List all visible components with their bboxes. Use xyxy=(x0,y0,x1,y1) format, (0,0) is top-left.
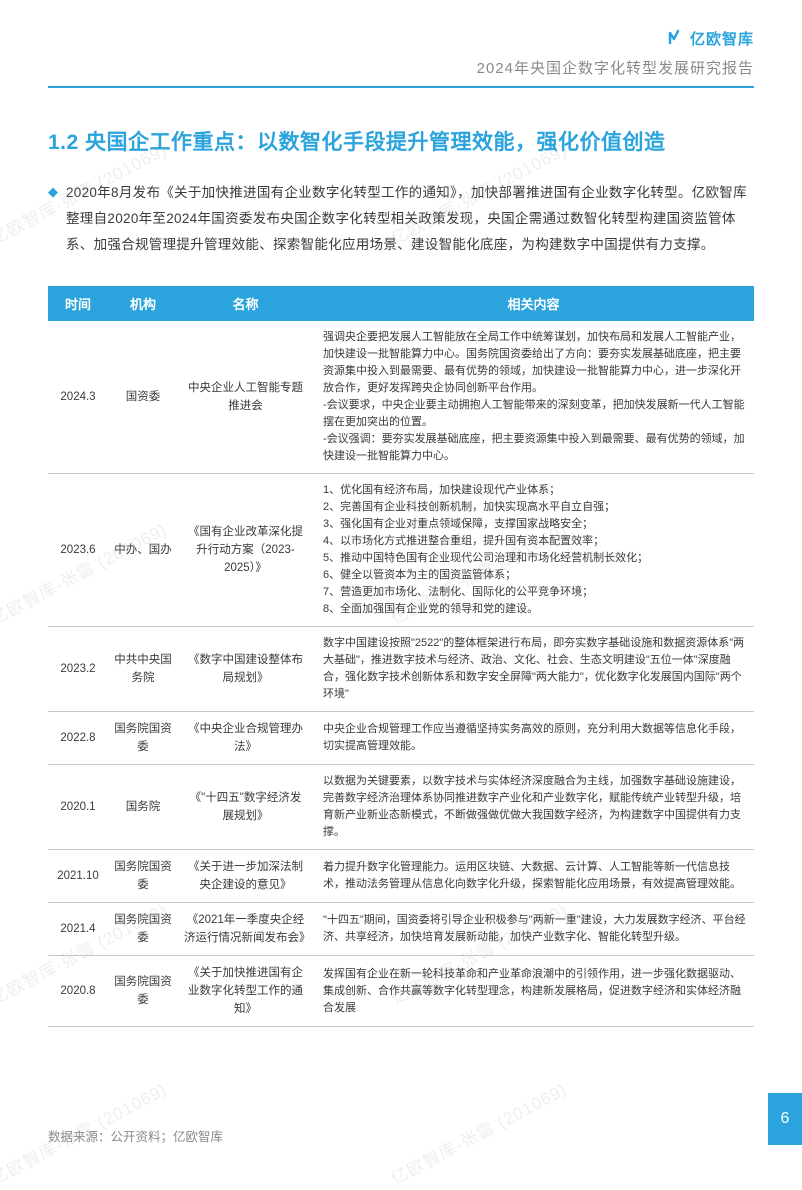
col-name: 名称 xyxy=(178,286,313,321)
cell-org: 中办、国办 xyxy=(108,474,178,627)
header: 亿欧智库 xyxy=(48,28,754,49)
cell-content: 1、优化国有经济布局，加快建设现代产业体系；2、完善国有企业科技创新机制，加快实… xyxy=(313,474,754,627)
cell-time: 2020.8 xyxy=(48,956,108,1027)
cell-org: 中共中央国务院 xyxy=(108,627,178,712)
col-content: 相关内容 xyxy=(313,286,754,321)
cell-org: 国务院 xyxy=(108,765,178,850)
page-number: 6 xyxy=(768,1093,802,1145)
cell-content: 中央企业合规管理工作应当遵循坚持实务高效的原则，充分利用大数据等信息化手段，切实… xyxy=(313,712,754,765)
table-row: 2021.4国务院国资委《2021年一季度央企经济运行情况新闻发布会》"十四五"… xyxy=(48,903,754,956)
intro-bullet: ◆ 2020年8月发布《关于加快推进国有企业数字化转型工作的通知》，加快部署推进… xyxy=(48,180,754,258)
report-subtitle: 2024年央国企数字化转型发展研究报告 xyxy=(48,57,754,78)
source-text: 数据来源：公开资料；亿欧智库 xyxy=(48,1126,223,1145)
header-divider xyxy=(48,86,754,88)
col-time: 时间 xyxy=(48,286,108,321)
brand-logo-icon xyxy=(664,29,684,49)
cell-name: 《关于进一步加深法制央企建设的意见》 xyxy=(178,850,313,903)
section-title: 1.2 央国企工作重点：以数智化手段提升管理效能，强化价值创造 xyxy=(48,126,754,156)
cell-time: 2021.4 xyxy=(48,903,108,956)
cell-time: 2021.10 xyxy=(48,850,108,903)
cell-org: 国务院国资委 xyxy=(108,850,178,903)
cell-name: 《中央企业合规管理办法》 xyxy=(178,712,313,765)
table-row: 2023.2中共中央国务院《数字中国建设整体布局规划》数字中国建设按照"2522… xyxy=(48,627,754,712)
policy-table: 时间 机构 名称 相关内容 2024.3国资委中央企业人工智能专题推进会强调央企… xyxy=(48,286,754,1027)
cell-time: 2023.2 xyxy=(48,627,108,712)
col-org: 机构 xyxy=(108,286,178,321)
cell-time: 2020.1 xyxy=(48,765,108,850)
table-row: 2022.8国务院国资委《中央企业合规管理办法》中央企业合规管理工作应当遵循坚持… xyxy=(48,712,754,765)
cell-name: 《"十四五"数字经济发展规划》 xyxy=(178,765,313,850)
table-row: 2020.1国务院《"十四五"数字经济发展规划》以数据为关键要素，以数字技术与实… xyxy=(48,765,754,850)
intro-text: 2020年8月发布《关于加快推进国有企业数字化转型工作的通知》，加快部署推进国有… xyxy=(66,180,754,258)
cell-content: 着力提升数字化管理能力。运用区块链、大数据、云计算、人工智能等新一代信息技术，推… xyxy=(313,850,754,903)
table-row: 2021.10国务院国资委《关于进一步加深法制央企建设的意见》着力提升数字化管理… xyxy=(48,850,754,903)
cell-time: 2022.8 xyxy=(48,712,108,765)
cell-content: 强调央企要把发展人工智能放在全局工作中统筹谋划，加快布局和发展人工智能产业，加快… xyxy=(313,321,754,474)
cell-content: 发挥国有企业在新一轮科技革命和产业革命浪潮中的引领作用，进一步强化数据驱动、集成… xyxy=(313,956,754,1027)
cell-name: 《2021年一季度央企经济运行情况新闻发布会》 xyxy=(178,903,313,956)
cell-content: 以数据为关键要素，以数字技术与实体经济深度融合为主线，加强数字基础设施建设，完善… xyxy=(313,765,754,850)
cell-name: 《关于加快推进国有企业数字化转型工作的通知》 xyxy=(178,956,313,1027)
cell-org: 国务院国资委 xyxy=(108,712,178,765)
table-row: 2023.6中办、国办《国有企业改革深化提升行动方案（2023-2025）》1、… xyxy=(48,474,754,627)
cell-time: 2024.3 xyxy=(48,321,108,474)
table-row: 2020.8国务院国资委《关于加快推进国有企业数字化转型工作的通知》发挥国有企业… xyxy=(48,956,754,1027)
table-row: 2024.3国资委中央企业人工智能专题推进会强调央企要把发展人工智能放在全局工作… xyxy=(48,321,754,474)
diamond-icon: ◆ xyxy=(48,180,58,258)
cell-org: 国务院国资委 xyxy=(108,903,178,956)
table-header-row: 时间 机构 名称 相关内容 xyxy=(48,286,754,321)
cell-org: 国务院国资委 xyxy=(108,956,178,1027)
footer: 数据来源：公开资料；亿欧智库 6 xyxy=(48,1093,802,1145)
brand-logo-text: 亿欧智库 xyxy=(690,28,754,49)
cell-name: 《数字中国建设整体布局规划》 xyxy=(178,627,313,712)
cell-org: 国资委 xyxy=(108,321,178,474)
cell-content: "十四五"期间，国资委将引导企业积极参与"两新一重"建设，大力发展数字经济、平台… xyxy=(313,903,754,956)
cell-content: 数字中国建设按照"2522"的整体框架进行布局，即夯实数字基础设施和数据资源体系… xyxy=(313,627,754,712)
cell-name: 中央企业人工智能专题推进会 xyxy=(178,321,313,474)
cell-name: 《国有企业改革深化提升行动方案（2023-2025）》 xyxy=(178,474,313,627)
cell-time: 2023.6 xyxy=(48,474,108,627)
